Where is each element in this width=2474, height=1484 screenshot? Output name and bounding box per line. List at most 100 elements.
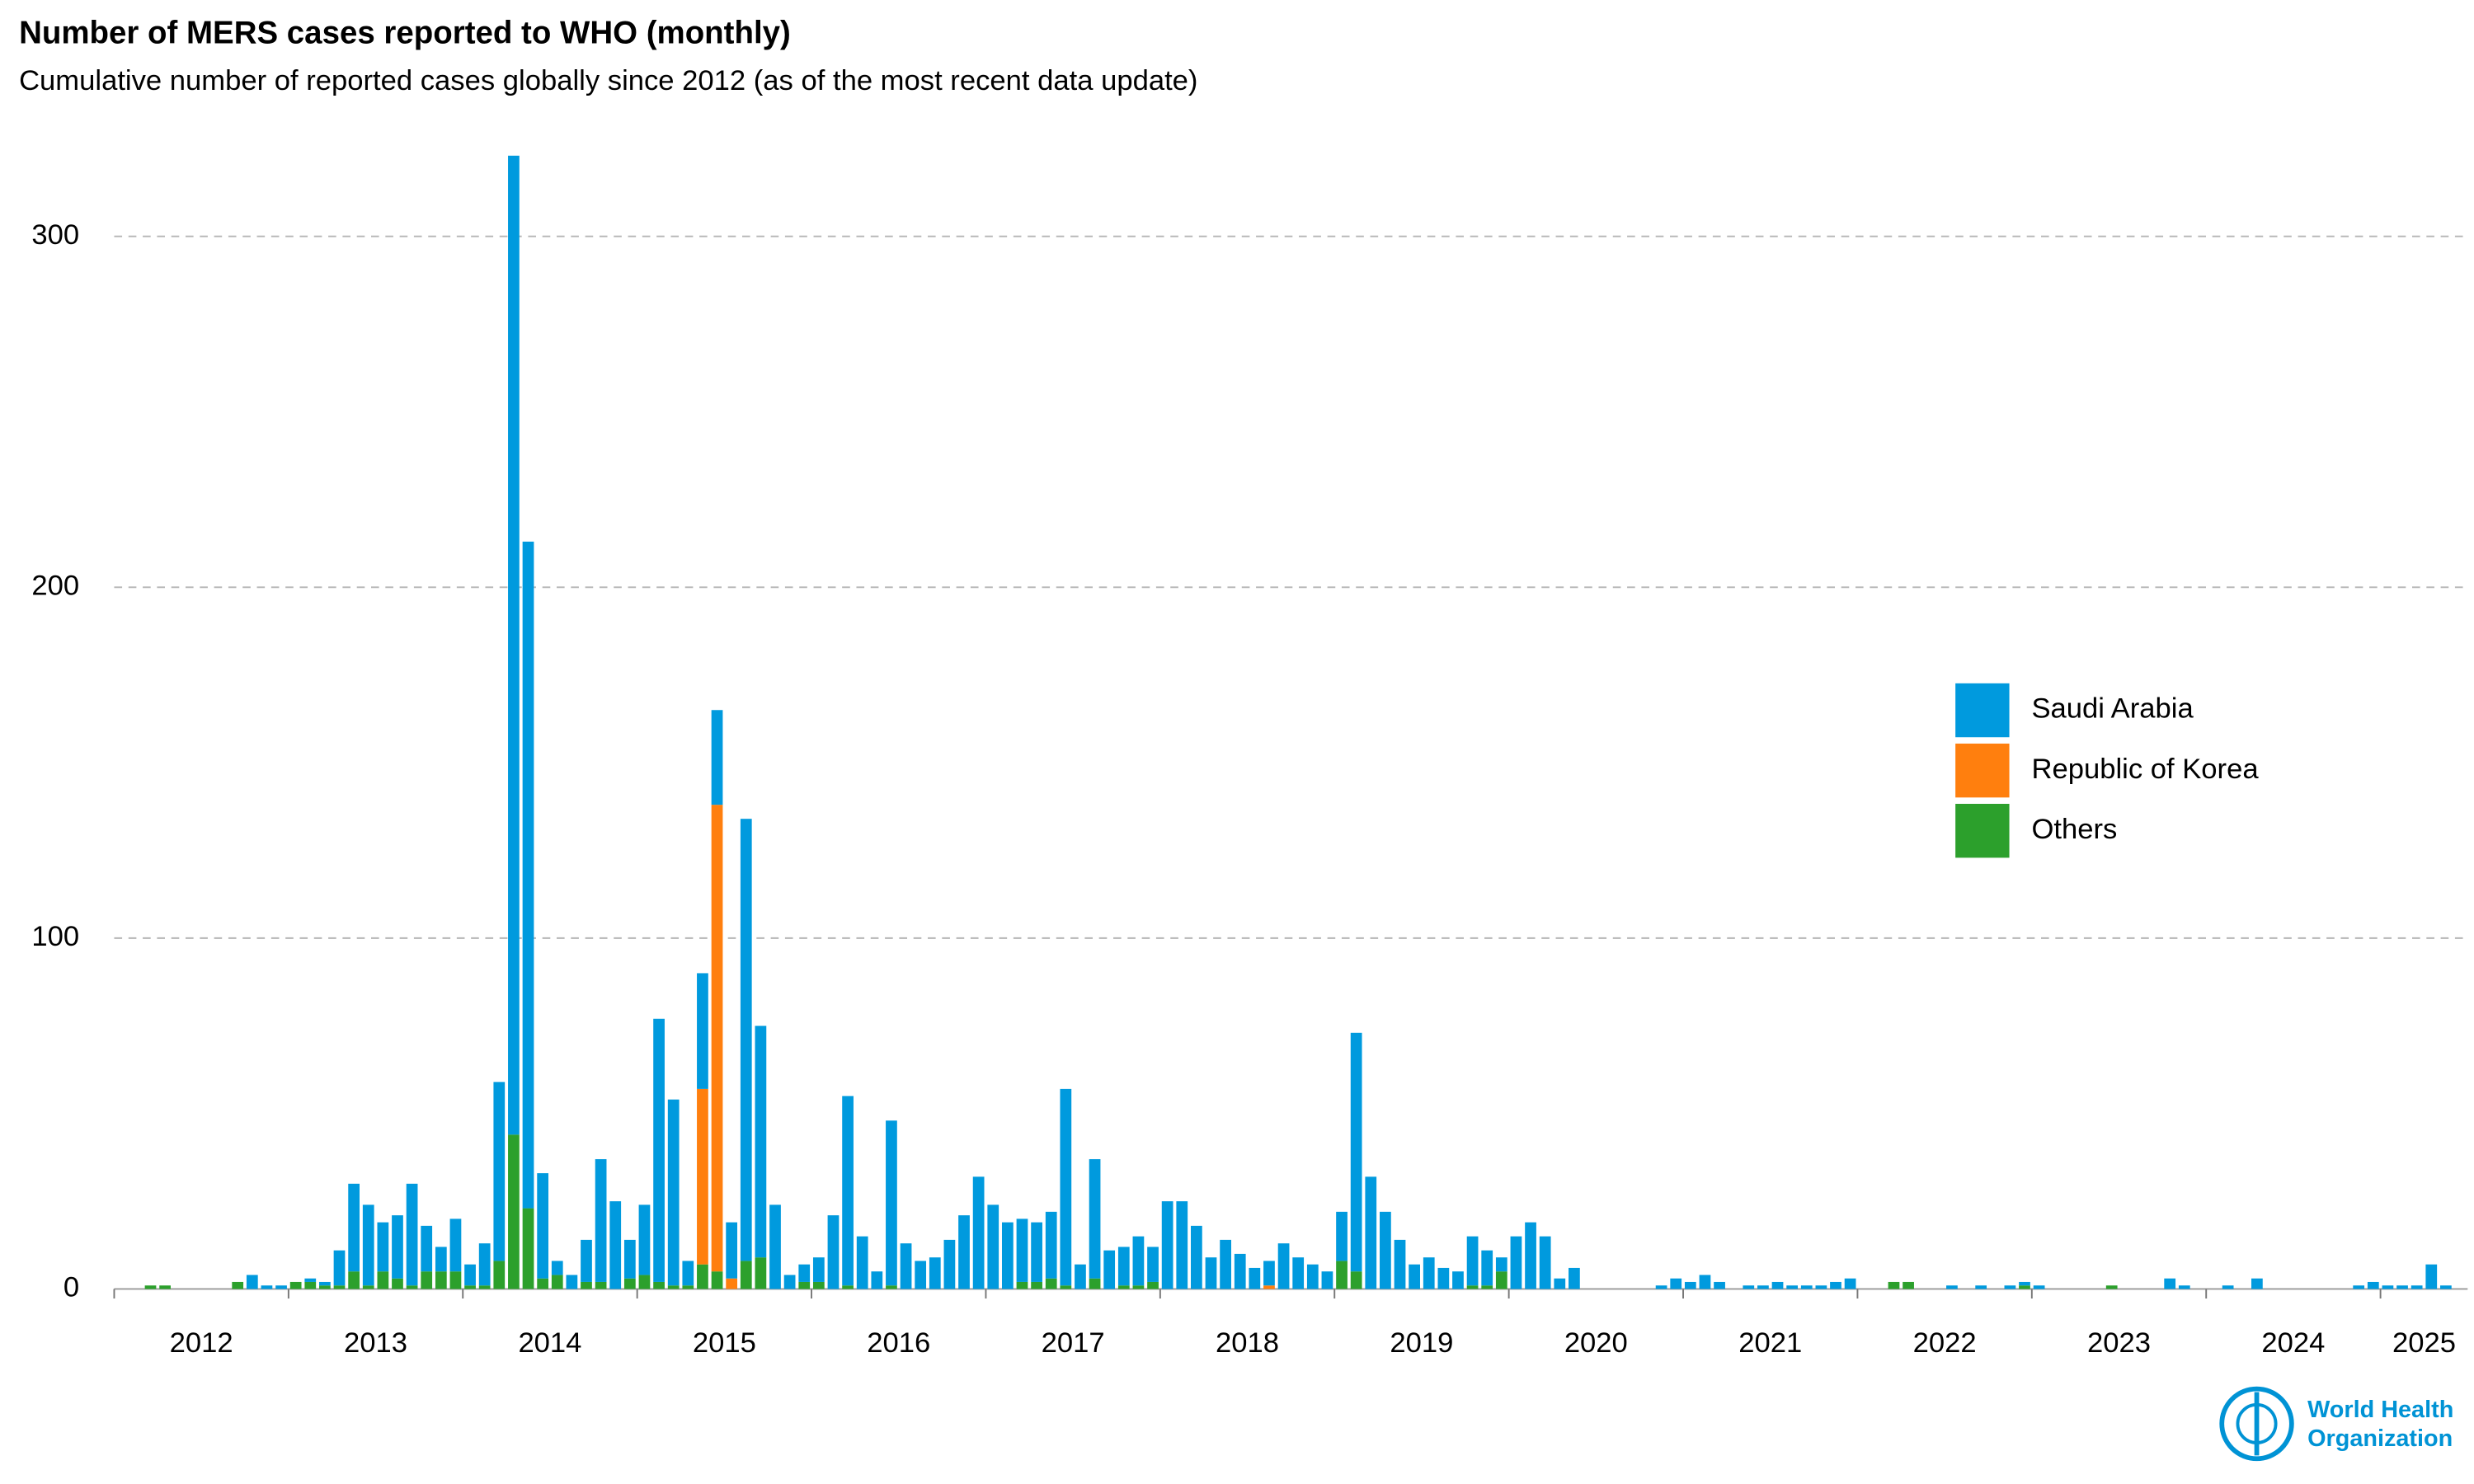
bar-segment (478, 1285, 491, 1289)
bar-segment (1147, 1281, 1159, 1289)
bar-segment (1234, 1253, 1246, 1289)
logo-text: World Health (2307, 1397, 2453, 1423)
bar-segment (886, 1120, 897, 1286)
bar-segment (551, 1275, 563, 1289)
bar-segment (740, 1261, 752, 1289)
bar-segment (1569, 1267, 1580, 1289)
x-tick-label: 2014 (518, 1327, 581, 1359)
bar-segment (1060, 1088, 1072, 1286)
x-tick-label: 2022 (1913, 1327, 1977, 1359)
x-tick-label: 2016 (867, 1327, 930, 1359)
logo-text: Organization (2307, 1425, 2453, 1452)
bar-segment (1045, 1278, 1057, 1289)
bar-segment (2411, 1285, 2423, 1289)
bar-segment (522, 1208, 534, 1289)
bar-segment (929, 1257, 941, 1289)
chart-title: Number of MERS cases reported to WHO (mo… (19, 15, 791, 50)
bar-segment (522, 541, 534, 1209)
bar-segment (827, 1215, 840, 1289)
bar-segment (1336, 1261, 1348, 1289)
bar-segment (667, 1099, 680, 1286)
bar-segment (537, 1173, 549, 1279)
bar-segment (812, 1281, 825, 1289)
bar-segment (319, 1281, 331, 1286)
bar-segment (581, 1239, 592, 1282)
bar-segment (871, 1271, 883, 1289)
bar-segment (653, 1018, 665, 1282)
bar-segment (1815, 1285, 1827, 1289)
bar-segment (958, 1215, 970, 1289)
bar-segment (581, 1281, 592, 1289)
x-tick-label: 2023 (2087, 1327, 2151, 1359)
bar-segment (1117, 1247, 1130, 1286)
bar-segment (1409, 1264, 1420, 1289)
bar-segment (566, 1275, 578, 1289)
bar-segment (1117, 1285, 1130, 1289)
bar-segment (2019, 1281, 2030, 1286)
y-tick-label: 100 (31, 921, 79, 952)
legend-swatch (1955, 683, 2010, 738)
bar-segment (697, 1088, 708, 1265)
bar-segment (2019, 1285, 2030, 1289)
bar-segment (1714, 1281, 1725, 1289)
x-tick-label: 2024 (2261, 1327, 2325, 1359)
bar-segment (1103, 1250, 1116, 1289)
bar-segment (144, 1285, 157, 1289)
y-tick-label: 0 (63, 1272, 79, 1303)
bar-segment (464, 1285, 476, 1289)
bar-segment (261, 1285, 273, 1289)
bar-segment (2382, 1285, 2394, 1289)
bar-segment (842, 1096, 854, 1286)
bar-segment (595, 1158, 607, 1282)
bar-segment (449, 1271, 462, 1289)
bar-segment (2440, 1285, 2452, 1289)
bar-segment (1089, 1278, 1101, 1289)
bar-segment (1844, 1278, 1856, 1289)
bar-segment (755, 1257, 767, 1289)
x-tick-label: 2018 (1216, 1327, 1279, 1359)
bar-segment (1220, 1239, 1231, 1289)
bar-segment (1263, 1285, 1275, 1289)
bar-segment (1495, 1257, 1507, 1272)
bar-segment (421, 1271, 433, 1289)
bar-segment (289, 1281, 302, 1289)
bar-segment (333, 1250, 346, 1286)
bar-segment (943, 1239, 956, 1289)
bar-segment (377, 1222, 389, 1272)
bar-segment (638, 1205, 651, 1275)
bar-segment (1321, 1271, 1333, 1289)
bar-segment (1132, 1285, 1145, 1289)
bar-segment (682, 1261, 694, 1286)
bar-segment (449, 1219, 462, 1272)
bar-segment (319, 1285, 331, 1289)
bar-segment (232, 1281, 244, 1289)
bar-segment (1249, 1267, 1261, 1289)
bar-segment (1423, 1257, 1435, 1289)
bar-segment (1205, 1257, 1217, 1289)
bar-segment (1946, 1285, 1958, 1289)
bar-segment (1481, 1250, 1493, 1286)
bar-segment (2164, 1278, 2176, 1289)
bar-segment (726, 1222, 738, 1279)
bar-segment (304, 1281, 317, 1289)
bar-segment (842, 1285, 854, 1289)
bar-segment (1684, 1281, 1696, 1289)
bar-segment (392, 1215, 403, 1279)
bar-segment (1452, 1271, 1464, 1289)
bar-segment (987, 1205, 999, 1289)
legend-swatch (1955, 743, 2010, 798)
bar-segment (1771, 1281, 1784, 1289)
bar-segment (1263, 1261, 1275, 1286)
bar-segment (1031, 1281, 1042, 1289)
bar-segment (1888, 1281, 1900, 1289)
bar-segment (623, 1239, 636, 1279)
bar-segment (2251, 1278, 2263, 1289)
bar-segment (493, 1261, 506, 1289)
bar-segment (1306, 1264, 1319, 1289)
bar-segment (1176, 1201, 1188, 1289)
x-tick-label: 2025 (2392, 1327, 2456, 1359)
bar-segment (798, 1264, 811, 1282)
bar-segment (726, 1278, 738, 1289)
bar-segment (1466, 1285, 1479, 1289)
bar-segment (493, 1082, 506, 1261)
